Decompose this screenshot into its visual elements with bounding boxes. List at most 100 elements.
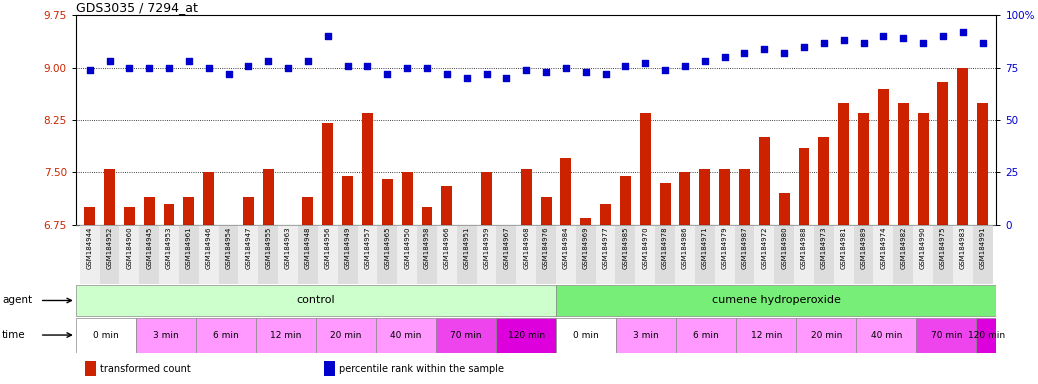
Text: GSM184966: GSM184966 [444, 227, 449, 269]
Bar [481, 172, 492, 225]
Point [280, 65, 297, 71]
Bar [675, 225, 694, 284]
Text: 40 min: 40 min [390, 331, 421, 339]
Point [121, 65, 138, 71]
Bar [282, 225, 294, 228]
Point [677, 63, 693, 69]
Point [955, 29, 972, 35]
Text: GSM184984: GSM184984 [563, 227, 569, 269]
Point [339, 63, 356, 69]
Bar [953, 225, 973, 284]
Text: time: time [2, 330, 26, 340]
Point [934, 33, 951, 40]
Bar [437, 225, 457, 284]
Point [557, 65, 574, 71]
Bar [136, 318, 196, 353]
Bar [796, 318, 856, 353]
Bar [600, 204, 611, 225]
Bar [676, 318, 736, 353]
Text: GSM184959: GSM184959 [484, 227, 490, 269]
Bar [839, 103, 849, 225]
Text: agent: agent [2, 295, 32, 306]
Text: GSM184985: GSM184985 [623, 227, 628, 269]
Bar [239, 225, 258, 284]
Bar [620, 176, 631, 225]
Text: GSM184975: GSM184975 [939, 227, 946, 269]
Point [855, 40, 872, 46]
Bar [100, 225, 119, 284]
Bar [937, 82, 949, 225]
Text: GSM184987: GSM184987 [741, 227, 747, 269]
Text: GSM184960: GSM184960 [127, 227, 133, 269]
Bar [659, 183, 671, 225]
Text: GSM184977: GSM184977 [603, 227, 608, 269]
Bar [85, 361, 97, 376]
Bar [357, 225, 378, 284]
Bar [302, 197, 313, 225]
Bar [316, 318, 376, 353]
Text: 70 min: 70 min [931, 331, 962, 339]
Bar [818, 137, 829, 225]
Bar [541, 197, 551, 225]
Bar [382, 179, 392, 225]
Text: 40 min: 40 min [871, 331, 902, 339]
Bar [184, 197, 194, 225]
Text: control: control [297, 295, 335, 306]
Text: 20 min: 20 min [330, 331, 361, 339]
Point [260, 58, 276, 65]
Text: GSM184946: GSM184946 [206, 227, 212, 269]
Point [914, 40, 931, 46]
Bar [798, 148, 810, 225]
Bar [76, 285, 556, 316]
Bar [258, 225, 278, 284]
Bar [617, 318, 676, 353]
Text: GSM184976: GSM184976 [543, 227, 549, 269]
Bar [635, 225, 655, 284]
Point [895, 35, 911, 41]
Bar [124, 207, 135, 225]
Text: GSM184979: GSM184979 [721, 227, 728, 269]
Bar [680, 172, 690, 225]
Bar [655, 225, 675, 284]
Bar [76, 318, 136, 353]
Bar [973, 225, 992, 284]
Bar [80, 225, 100, 284]
Point [577, 69, 594, 75]
Text: 12 min: 12 min [270, 331, 302, 339]
Text: GSM184965: GSM184965 [384, 227, 390, 269]
Text: GSM184969: GSM184969 [582, 227, 589, 269]
Bar [496, 225, 516, 284]
Bar [561, 158, 571, 225]
Text: GSM184957: GSM184957 [364, 227, 371, 269]
Text: GSM184990: GSM184990 [920, 227, 926, 269]
Bar [203, 172, 214, 225]
Text: GSM184971: GSM184971 [702, 227, 708, 269]
Bar [933, 225, 953, 284]
Point [975, 40, 991, 46]
Point [161, 65, 177, 71]
Text: 12 min: 12 min [750, 331, 782, 339]
Bar [263, 169, 274, 225]
Bar [873, 225, 894, 284]
Text: GSM184967: GSM184967 [503, 227, 510, 269]
Bar [256, 318, 316, 353]
Bar [735, 225, 755, 284]
Text: GSM184955: GSM184955 [266, 227, 271, 269]
Bar [576, 225, 596, 284]
Text: GSM184944: GSM184944 [86, 227, 92, 269]
Bar [398, 225, 417, 284]
Bar [196, 318, 256, 353]
Point [181, 58, 197, 65]
Bar [318, 225, 337, 284]
Bar [362, 113, 373, 225]
Bar [898, 103, 908, 225]
Bar [84, 207, 95, 225]
Point [399, 65, 415, 71]
Bar [856, 318, 917, 353]
Bar [436, 318, 496, 353]
Point [518, 67, 535, 73]
Text: 0 min: 0 min [93, 331, 118, 339]
Bar [516, 225, 536, 284]
Bar [858, 113, 869, 225]
Text: GSM184991: GSM184991 [980, 227, 986, 269]
